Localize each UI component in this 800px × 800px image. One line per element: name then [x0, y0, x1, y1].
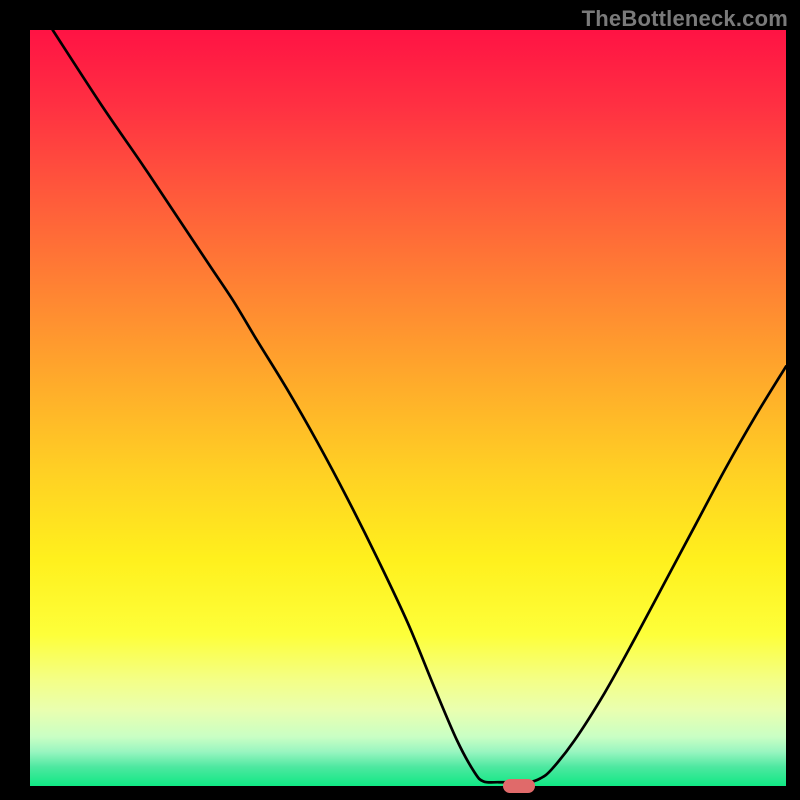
gradient-background	[30, 30, 786, 786]
optimal-marker	[503, 779, 535, 793]
chart-frame: TheBottleneck.com	[0, 0, 800, 800]
plot-svg	[30, 30, 786, 786]
watermark-text: TheBottleneck.com	[582, 6, 788, 32]
plot-area	[30, 30, 786, 786]
